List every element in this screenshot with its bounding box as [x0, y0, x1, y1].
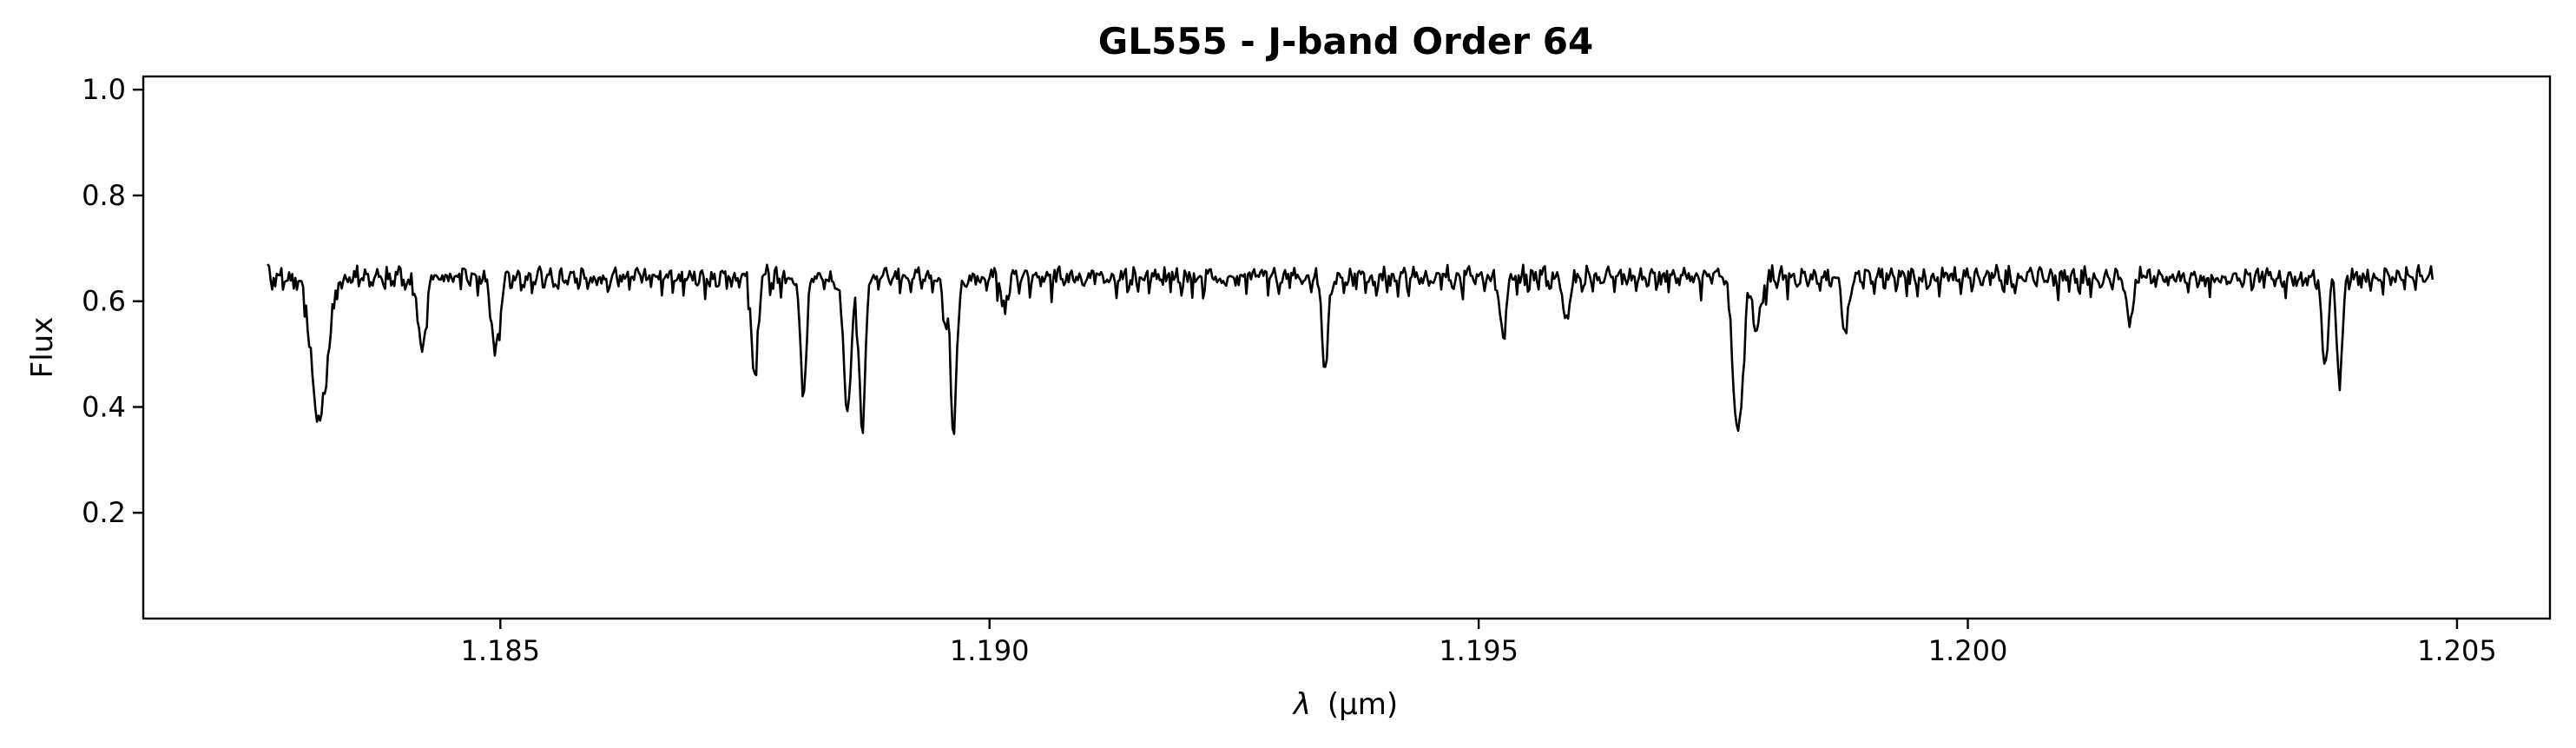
y-tick-label: 0.8: [82, 179, 126, 212]
x-tick-label: 1.205: [2417, 634, 2497, 667]
x-axis-unit: (μm): [1328, 687, 1398, 722]
chart-title: GL555 - J-band Order 64: [1098, 20, 1593, 63]
plot-frame: [142, 75, 2552, 620]
y-tick-label: 1.0: [82, 73, 126, 106]
spectrum-line: [267, 263, 2434, 435]
x-axis: 1.185 1.190 1.195 1.200 1.205: [460, 619, 2497, 667]
x-tick-label: 1.190: [950, 634, 1030, 667]
y-tick-label: 0.2: [82, 496, 126, 529]
x-tick-label: 1.185: [460, 634, 540, 667]
y-tick-label: 0.4: [82, 390, 126, 423]
x-tick-label: 1.200: [1928, 634, 2008, 667]
x-axis-title: λ (μm): [1292, 687, 1398, 722]
y-axis: 0.2 0.4 0.6 0.8 1.0: [82, 73, 143, 529]
y-axis-title: Flux: [25, 317, 60, 379]
x-axis-symbol: λ: [1292, 687, 1311, 722]
x-tick-label: 1.195: [1439, 634, 1519, 667]
y-tick-label: 0.6: [82, 285, 126, 318]
